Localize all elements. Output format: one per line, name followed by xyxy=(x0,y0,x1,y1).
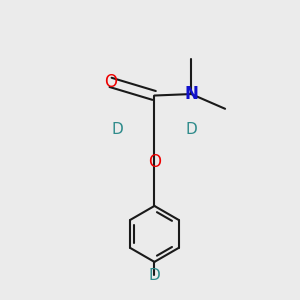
Text: D: D xyxy=(148,268,160,283)
Text: D: D xyxy=(185,122,197,137)
Text: D: D xyxy=(112,122,124,137)
Text: N: N xyxy=(184,85,198,103)
Text: O: O xyxy=(104,73,117,91)
Text: O: O xyxy=(148,153,161,171)
